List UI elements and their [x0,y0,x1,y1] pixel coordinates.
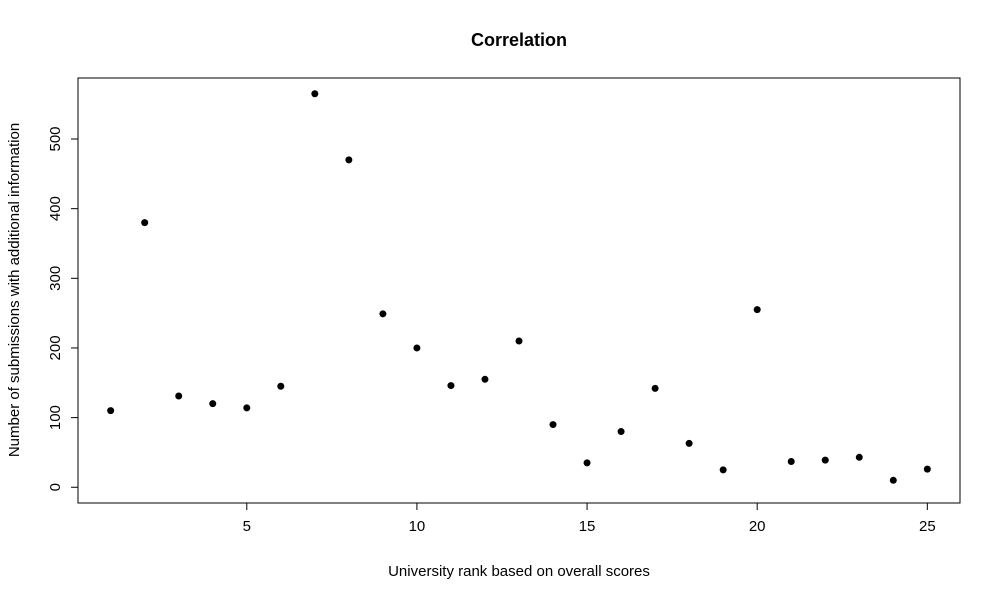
data-point [753,306,761,314]
x-tick-label: 20 [749,518,766,535]
x-tick-label: 25 [919,518,936,535]
data-point [719,466,727,474]
data-point [175,392,183,400]
x-tick-label: 15 [579,518,596,535]
y-tick-label: 0 [47,483,64,491]
data-point [515,337,523,345]
y-axis: 0 100 200 300 400 500 [47,126,79,491]
data-point [277,382,285,390]
y-tick-label: 100 [47,405,64,430]
chart-title: Correlation [471,30,567,50]
data-point [889,476,897,484]
x-tick-label: 10 [409,518,426,535]
data-point [243,404,251,412]
x-axis-label: University rank based on overall scores [388,563,650,580]
y-tick-label: 300 [47,266,64,291]
data-point [821,456,829,464]
data-point [923,465,931,473]
data-point [413,344,421,352]
data-point [549,421,557,429]
data-point [617,428,625,436]
data-point [481,375,489,383]
y-tick-label: 200 [47,335,64,360]
x-tick-label: 5 [243,518,251,535]
data-point [141,219,149,227]
data-point [447,382,455,390]
data-points [107,90,931,484]
data-point [311,90,319,98]
data-point [583,459,591,467]
data-point [345,156,353,164]
data-point [855,453,863,461]
y-tick-label: 500 [47,126,64,151]
data-point [379,310,387,318]
data-point [209,400,217,408]
plot-frame [77,77,961,504]
x-axis: 5 10 15 20 25 [243,502,936,535]
data-point [651,384,659,392]
y-axis-label: Number of submissions with additional in… [6,123,23,457]
data-point [685,439,693,447]
data-point [107,407,115,415]
data-point [787,457,795,465]
y-tick-label: 400 [47,196,64,221]
